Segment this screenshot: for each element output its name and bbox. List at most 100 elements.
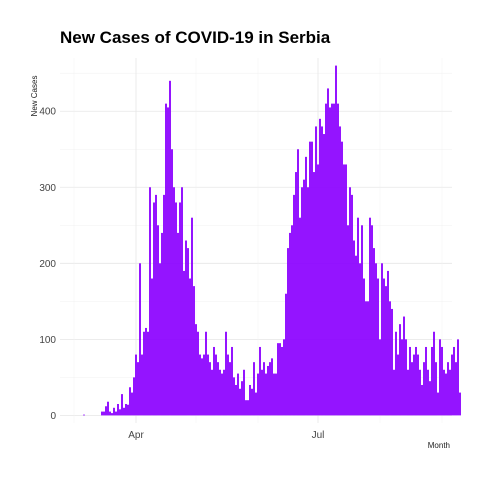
bar <box>395 331 397 416</box>
bar <box>359 263 361 416</box>
bars <box>83 65 461 416</box>
bar <box>283 339 285 416</box>
bar <box>339 126 341 416</box>
bar <box>303 179 305 416</box>
bar <box>201 358 203 416</box>
bar <box>297 149 299 416</box>
bar <box>333 103 335 416</box>
bar <box>259 346 261 416</box>
bar <box>241 381 243 416</box>
bar <box>165 103 167 416</box>
bar <box>363 278 365 416</box>
bar <box>415 346 417 416</box>
bar <box>147 331 149 416</box>
bar <box>215 354 217 416</box>
bar <box>109 411 111 416</box>
bar <box>383 278 385 416</box>
bar <box>263 362 265 416</box>
bar <box>305 156 307 416</box>
bar <box>219 369 221 416</box>
bar <box>261 369 263 416</box>
bar <box>209 362 211 416</box>
bar <box>323 134 325 416</box>
bar <box>433 331 435 416</box>
bar <box>421 384 423 416</box>
bar <box>225 331 227 416</box>
bar <box>355 255 357 416</box>
bar <box>175 202 177 416</box>
bar <box>103 411 105 416</box>
bar <box>285 293 287 416</box>
bar <box>295 172 297 416</box>
bar <box>367 301 369 416</box>
bar <box>357 217 359 416</box>
bar <box>459 392 461 416</box>
y-axis-label: New Cases <box>30 76 39 117</box>
bar <box>417 354 419 416</box>
bar <box>229 362 231 416</box>
bar <box>327 88 329 416</box>
bar <box>393 369 395 416</box>
bar <box>207 354 209 416</box>
bar <box>101 411 103 416</box>
bar <box>127 404 129 416</box>
bar <box>399 324 401 416</box>
bar <box>137 362 139 416</box>
bar <box>267 365 269 416</box>
bar <box>251 388 253 416</box>
bar <box>181 187 183 416</box>
bar <box>245 400 247 416</box>
bar <box>139 263 141 416</box>
bar <box>365 301 367 416</box>
bar <box>389 301 391 416</box>
bar <box>325 103 327 416</box>
bar <box>351 194 353 416</box>
bar <box>133 377 135 416</box>
bar <box>343 164 345 416</box>
bar <box>113 407 115 416</box>
bar <box>405 339 407 416</box>
bar <box>409 346 411 416</box>
bar <box>313 172 315 416</box>
chart-title: New Cases of COVID-19 in Serbia <box>60 28 331 47</box>
bar <box>159 263 161 416</box>
bar <box>111 413 113 416</box>
bar <box>369 217 371 416</box>
bar <box>353 240 355 416</box>
bar <box>149 187 151 416</box>
bar <box>265 373 267 416</box>
bar <box>397 354 399 416</box>
bar <box>105 406 107 416</box>
bar <box>247 400 249 416</box>
bar <box>437 392 439 416</box>
bar <box>319 118 321 416</box>
bar <box>119 409 121 416</box>
bar <box>269 362 271 416</box>
y-tick-label: 400 <box>39 107 56 118</box>
bar <box>199 354 201 416</box>
bar <box>453 346 455 416</box>
bar <box>131 392 133 416</box>
bar <box>197 331 199 416</box>
bar <box>157 225 159 416</box>
bar <box>255 392 257 416</box>
bar <box>185 240 187 416</box>
bar <box>191 217 193 416</box>
bar <box>195 324 197 416</box>
bar <box>145 327 147 416</box>
bar <box>423 362 425 416</box>
bar <box>275 373 277 416</box>
bar <box>125 403 127 416</box>
bar <box>121 394 123 416</box>
x-tick-label: Jul <box>312 430 325 441</box>
bar <box>377 278 379 416</box>
bar <box>439 339 441 416</box>
bar <box>315 126 317 416</box>
bar <box>115 411 117 416</box>
bar <box>167 107 169 416</box>
bar <box>307 187 309 416</box>
bar <box>281 346 283 416</box>
bar <box>381 263 383 416</box>
bar <box>449 369 451 416</box>
